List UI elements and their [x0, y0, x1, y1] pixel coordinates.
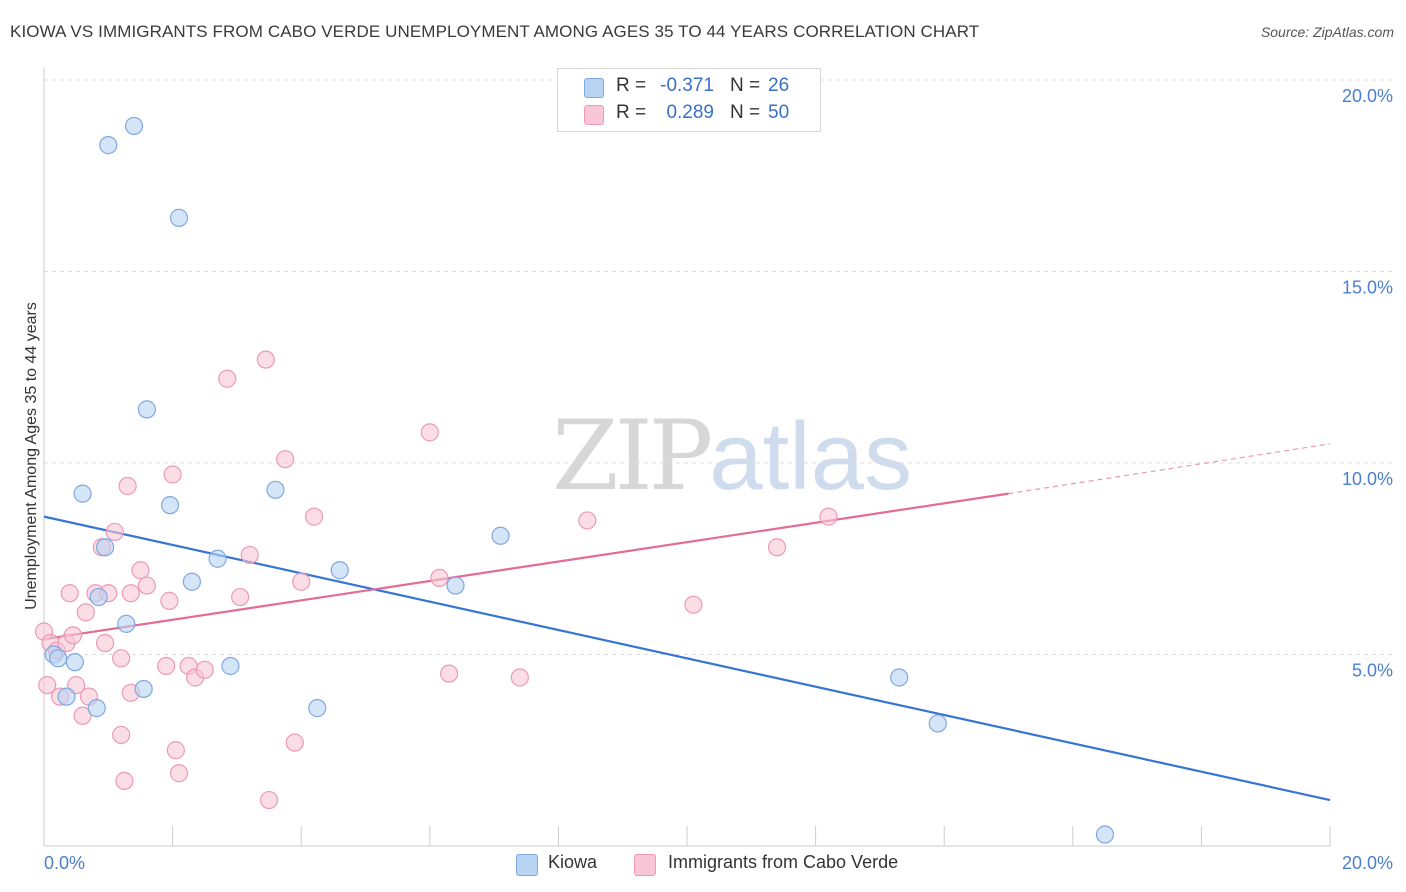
cabo-verde-point [767, 538, 787, 557]
chart-title: KIOWA VS IMMIGRANTS FROM CABO VERDE UNEM… [10, 22, 980, 41]
cabo-verde-point [285, 733, 304, 752]
cabo-verde-point [510, 668, 529, 687]
cabo-verde-point [276, 450, 295, 469]
kiowa-point [308, 699, 327, 718]
grid-lines [44, 79, 1394, 655]
kiowa-point [928, 714, 947, 733]
cabo-verde-point [63, 626, 83, 645]
kiowa-point [446, 576, 465, 595]
kiowa-point [890, 668, 909, 687]
legend-n-key: N = [730, 102, 761, 123]
cabo-verde-point [137, 576, 156, 595]
kiowa-point [117, 614, 136, 633]
legend-swatch-kiowa [516, 854, 538, 876]
kiowa-point [491, 526, 510, 545]
kiowa-point [169, 208, 189, 227]
kiowa-point [57, 687, 76, 706]
source-label: Source: ZipAtlas.com [1260, 24, 1394, 40]
kiowa-trend-line [43, 515, 1331, 802]
y-tick-label: 20.0% [1342, 86, 1393, 106]
legend-swatch-cabo [634, 854, 656, 876]
x-tick-label: 20.0% [1342, 853, 1393, 873]
cabo-verde-point [118, 476, 137, 496]
legend-r-key: R = [616, 75, 647, 96]
kiowa-point [330, 561, 349, 580]
kiowa-point [160, 496, 180, 515]
kiowa-point [99, 136, 118, 155]
kiowa-point [134, 679, 153, 699]
x-tick-label: 0.0% [44, 853, 85, 873]
cabo-verde-trend-line [43, 492, 1009, 641]
kiowa-point [1095, 825, 1115, 844]
cabo-verde-point [292, 572, 311, 591]
cabo-verde-point [819, 507, 838, 526]
cabo-verde-trend-extension [1008, 443, 1331, 495]
cabo-verde-point [256, 350, 275, 369]
axes [43, 68, 1331, 847]
cabo-verde-point [60, 584, 79, 603]
cabo-verde-point [76, 603, 95, 622]
legend-r-value: -0.371 [660, 75, 714, 96]
cabo-verde-point [231, 587, 250, 607]
tick-labels: 5.0% 10.0% 15.0% 20.0% 0.0% 20.0% [44, 86, 1393, 873]
cabo-verde-point [112, 725, 131, 745]
legend-n-value: 26 [768, 75, 790, 96]
legend-row-cabo: R = 0.289 N = 50 [558, 100, 820, 126]
kiowa-point [137, 400, 156, 419]
kiowa-point [95, 538, 115, 557]
cabo-verde-point [112, 649, 131, 668]
legend-swatch-cabo [584, 105, 604, 125]
y-tick-label: 15.0% [1342, 278, 1393, 298]
kiowa-point [208, 549, 227, 568]
cabo-verde-point [157, 656, 176, 676]
legend-row-kiowa: R = -0.371 N = 26 [558, 73, 820, 99]
watermark-zip: ZIP [552, 400, 713, 512]
cabo-verde-point [240, 545, 259, 565]
cabo-verde-point [169, 764, 189, 783]
cabo-verde-point [259, 790, 279, 810]
watermark: ZIPatlas [552, 400, 912, 512]
cabo-verde-point [160, 591, 179, 610]
cabo-verde-point [131, 561, 150, 580]
cabo-verde-point [166, 741, 185, 760]
cabo-verde-point [115, 771, 134, 790]
legend-n-key: N = [730, 75, 761, 96]
kiowa-point [73, 484, 92, 503]
cabo-verde-point [439, 664, 459, 683]
kiowa-point [65, 653, 84, 672]
kiowa-point [221, 656, 240, 676]
cabo-verde-point [121, 584, 140, 603]
cabo-verde-point [684, 595, 703, 614]
y-tick-label: 5.0% [1352, 661, 1393, 681]
legend-label-cabo: Immigrants from Cabo Verde [668, 852, 899, 872]
cabo-verde-point [430, 568, 449, 588]
trend-lines [43, 443, 1331, 802]
correlation-legend: R = -0.371 N = 26 R = 0.289 N = 50 [557, 68, 821, 132]
cabo-verde-point [420, 423, 439, 442]
y-tick-label: 10.0% [1342, 469, 1393, 489]
kiowa-point [182, 572, 201, 591]
data-points [34, 116, 1115, 844]
legend-swatch-kiowa [584, 78, 604, 98]
legend-r-key: R = [616, 102, 647, 123]
cabo-verde-point [304, 507, 324, 526]
cabo-verde-point [38, 676, 57, 695]
kiowa-point [49, 649, 68, 668]
kiowa-point [266, 480, 285, 499]
kiowa-point [124, 116, 144, 136]
kiowa-point [89, 587, 108, 607]
cabo-verde-point [218, 369, 237, 388]
cabo-verde-point [95, 633, 115, 653]
watermark-atlas: atlas [709, 403, 912, 510]
cabo-verde-point [105, 522, 124, 542]
cabo-verde-point [578, 511, 597, 530]
legend-label-kiowa: Kiowa [548, 852, 598, 872]
cabo-verde-point [163, 465, 182, 484]
cabo-verde-point [195, 660, 214, 679]
cabo-verde-point [73, 706, 92, 725]
legend-n-value: 50 [768, 102, 790, 123]
legend-r-value: 0.289 [666, 102, 714, 123]
kiowa-point [87, 699, 106, 718]
